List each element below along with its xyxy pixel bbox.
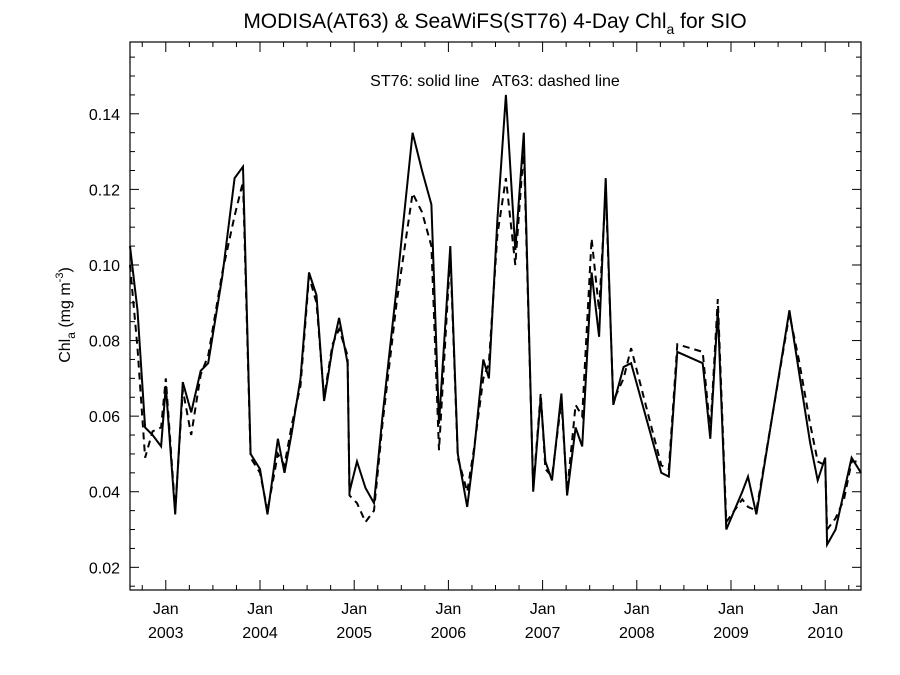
- y-tick-label: 0.12: [89, 182, 120, 199]
- x-tick-label-month: Jan: [530, 601, 556, 618]
- series-annotation: ST76: solid line AT63: dashed line: [370, 73, 620, 90]
- series-line-st76: [129, 94, 862, 549]
- series-line-at63: [129, 147, 861, 533]
- x-axis: Jan 2003 Jan 2004 Jan 2005 Jan 2006 Jan 2007 Jan 20…: [141, 42, 850, 642]
- x-tick-label-year: 2007: [525, 625, 561, 642]
- y-tick-label: 0.10: [89, 258, 120, 275]
- x-tick-label-year: 2009: [713, 625, 749, 642]
- x-tick-label-month: Jan: [153, 601, 179, 618]
- y-tick-label: 0.06: [89, 409, 120, 426]
- x-tick-label-year: 2003: [148, 625, 184, 642]
- y-axis-label: Chla (mg m-3): [54, 267, 78, 363]
- series-group: [129, 94, 862, 549]
- y-tick-label: 0.08: [89, 334, 120, 351]
- x-tick-label-month: Jan: [812, 601, 838, 618]
- y-axis: 0.02 0.04 0.06 0.08 0.10 0.12 0.14: [89, 56, 861, 587]
- x-tick-label-year: 2005: [336, 625, 372, 642]
- y-tick-label: 0.02: [89, 560, 120, 577]
- chart-title: MODISA(AT63) & SeaWiFS(ST76) 4-Day Chla …: [243, 10, 746, 37]
- svg-text:Chla (mg m-3): Chla (mg m-3): [54, 267, 78, 363]
- x-tick-label-year: 2010: [807, 625, 843, 642]
- y-tick-label: 0.04: [89, 485, 120, 502]
- x-tick-label-year: 2008: [619, 625, 655, 642]
- x-tick-label-month: Jan: [247, 601, 273, 618]
- x-tick-label-year: 2004: [242, 625, 278, 642]
- x-tick-label-year: 2006: [431, 625, 467, 642]
- x-tick-label-month: Jan: [718, 601, 744, 618]
- x-tick-label-month: Jan: [436, 601, 462, 618]
- x-tick-label-month: Jan: [341, 601, 367, 618]
- y-tick-label: 0.14: [89, 107, 120, 124]
- x-tick-label-month: Jan: [624, 601, 650, 618]
